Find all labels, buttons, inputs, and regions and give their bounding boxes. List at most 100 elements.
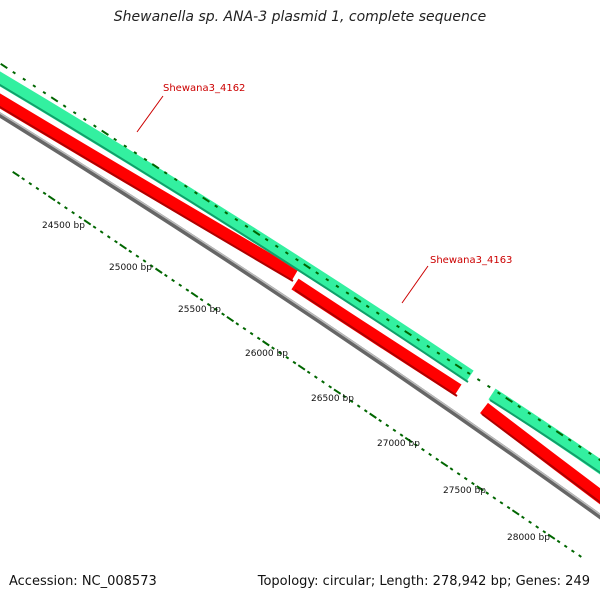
sequence-backbone [0, 112, 600, 520]
gene-label-shewana3-4162[interactable]: Shewana3_4162 [163, 83, 245, 94]
gene-arrow-shewana3-4163[interactable] [291, 278, 462, 396]
minor-tick [206, 302, 211, 307]
gene-arrow-forward-2[interactable] [488, 388, 600, 475]
minor-tick [578, 554, 582, 558]
minor-tick [221, 312, 225, 316]
minor-tick [185, 288, 190, 292]
accession-text: Accession: NC_008573 [9, 574, 157, 589]
major-tick [505, 396, 513, 403]
minor-tick [235, 322, 240, 326]
minor-tick [416, 338, 421, 342]
minor-tick [598, 458, 600, 462]
gene-arrow-shewana3-4162[interactable] [0, 93, 299, 281]
minor-tick [466, 371, 471, 375]
minor-tick [242, 326, 247, 331]
minor-tick [328, 385, 333, 389]
minor-tick [356, 404, 361, 408]
minor-tick [436, 351, 441, 355]
minor-tick [199, 297, 204, 302]
minor-tick [284, 251, 289, 255]
major-tick [440, 461, 449, 468]
major-tick [101, 129, 109, 136]
minor-tick [114, 239, 118, 244]
minor-tick [399, 433, 404, 437]
minor-tick [325, 277, 330, 282]
minor-tick [234, 217, 239, 222]
major-tick [369, 412, 377, 419]
minor-tick [365, 304, 370, 309]
minor-tick [249, 331, 254, 336]
scale-label: 25000 bp [109, 263, 152, 273]
minor-tick [72, 111, 77, 115]
minor-tick [173, 177, 178, 182]
topology-summary: Topology: circular; Length: 278,942 bp; … [257, 574, 590, 589]
minor-tick [392, 428, 397, 433]
minor-tick [492, 496, 497, 500]
minor-tick [306, 370, 311, 375]
minor-tick [183, 184, 188, 188]
major-tick [190, 291, 199, 298]
gene-label-shewana3-4163[interactable]: Shewana3_4163 [430, 255, 512, 266]
gene-arrow-next-reverse[interactable] [480, 402, 600, 505]
minor-tick [471, 481, 475, 486]
major-tick [154, 267, 163, 274]
minor-tick [271, 346, 275, 350]
minor-tick [21, 177, 26, 181]
scale-label: 27000 bp [377, 439, 420, 449]
major-tick [353, 296, 362, 303]
minor-tick [123, 144, 128, 148]
minor-tick [446, 358, 451, 362]
minor-tick [577, 444, 582, 449]
minor-tick [486, 384, 491, 389]
reverse-strand-track [0, 93, 600, 505]
minor-tick [164, 273, 168, 278]
major-tick [226, 315, 235, 323]
minor-tick [106, 235, 111, 239]
minor-tick [71, 210, 75, 215]
major-tick [47, 195, 56, 202]
minor-tick [35, 186, 40, 191]
scale-label: 26000 bp [245, 349, 288, 359]
major-tick [303, 263, 311, 270]
minor-tick [64, 206, 68, 210]
minor-tick [517, 404, 522, 409]
minor-tick [375, 311, 380, 315]
minor-tick [499, 501, 504, 505]
minor-tick [135, 254, 140, 258]
major-tick [12, 170, 20, 178]
minor-tick [194, 191, 198, 195]
minor-tick [547, 424, 552, 429]
gene-label-group: Shewana3_4162 Shewana3_4163 [136, 83, 512, 304]
gene-arrow-forward-2-shade [489, 399, 600, 474]
minor-tick [224, 211, 229, 215]
gene-label-leader [136, 95, 164, 133]
minor-tick [570, 549, 575, 553]
major-tick [0, 62, 8, 70]
minor-tick [378, 418, 382, 423]
minor-tick [449, 467, 454, 471]
major-tick [151, 163, 160, 170]
major-tick [454, 363, 463, 370]
minor-tick [244, 224, 249, 229]
major-tick [119, 243, 127, 250]
minor-tick [563, 544, 568, 549]
minor-tick [342, 394, 347, 399]
minor-tick [527, 411, 532, 415]
gene-arrow-forward-1-shade [0, 83, 469, 383]
minor-tick [42, 191, 47, 196]
minor-tick [476, 378, 481, 382]
minor-tick [274, 244, 279, 249]
minor-tick [363, 409, 368, 413]
major-tick [511, 509, 520, 516]
minor-tick [428, 452, 432, 457]
major-tick [476, 485, 484, 492]
major-tick [252, 229, 261, 237]
gene-arrow-forward-1[interactable] [0, 71, 474, 382]
minor-tick [214, 204, 219, 208]
minor-tick [163, 171, 168, 175]
map-title: Shewanella sp. ANA-3 plasmid 1, complete… [113, 9, 487, 25]
minor-tick [385, 318, 390, 322]
minor-tick [315, 271, 320, 275]
gene-arrow-shewana3-4163-shade [294, 289, 458, 397]
minor-tick [78, 215, 83, 220]
